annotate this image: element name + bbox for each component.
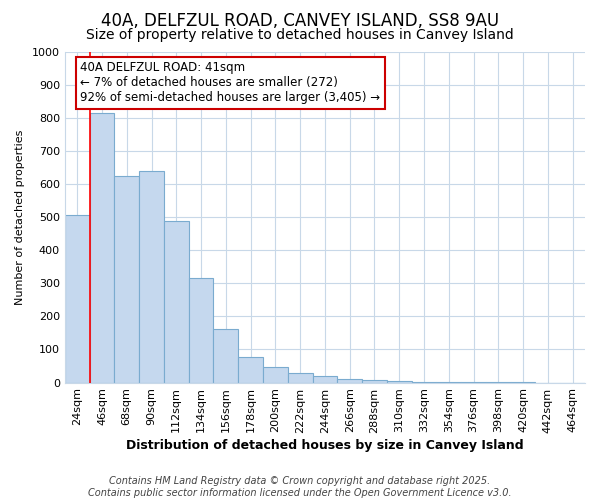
Bar [65,216,89,382]
Bar [362,380,387,382]
Bar [139,170,164,382]
Text: 40A, DELFZUL ROAD, CANVEY ISLAND, SS8 9AU: 40A, DELFZUL ROAD, CANVEY ISLAND, SS8 9A… [101,12,499,30]
Text: Contains HM Land Registry data © Crown copyright and database right 2025.
Contai: Contains HM Land Registry data © Crown c… [88,476,512,498]
Bar [288,372,313,382]
Text: Size of property relative to detached houses in Canvey Island: Size of property relative to detached ho… [86,28,514,42]
Bar [188,278,214,382]
Bar [313,376,337,382]
X-axis label: Distribution of detached houses by size in Canvey Island: Distribution of detached houses by size … [126,440,524,452]
Y-axis label: Number of detached properties: Number of detached properties [15,130,25,304]
Text: 40A DELFZUL ROAD: 41sqm
← 7% of detached houses are smaller (272)
92% of semi-de: 40A DELFZUL ROAD: 41sqm ← 7% of detached… [80,62,380,104]
Bar [337,380,362,382]
Bar [387,381,412,382]
Bar [89,114,115,382]
Bar [164,222,188,382]
Bar [115,176,139,382]
Bar [238,356,263,382]
Bar [263,367,288,382]
Bar [214,329,238,382]
